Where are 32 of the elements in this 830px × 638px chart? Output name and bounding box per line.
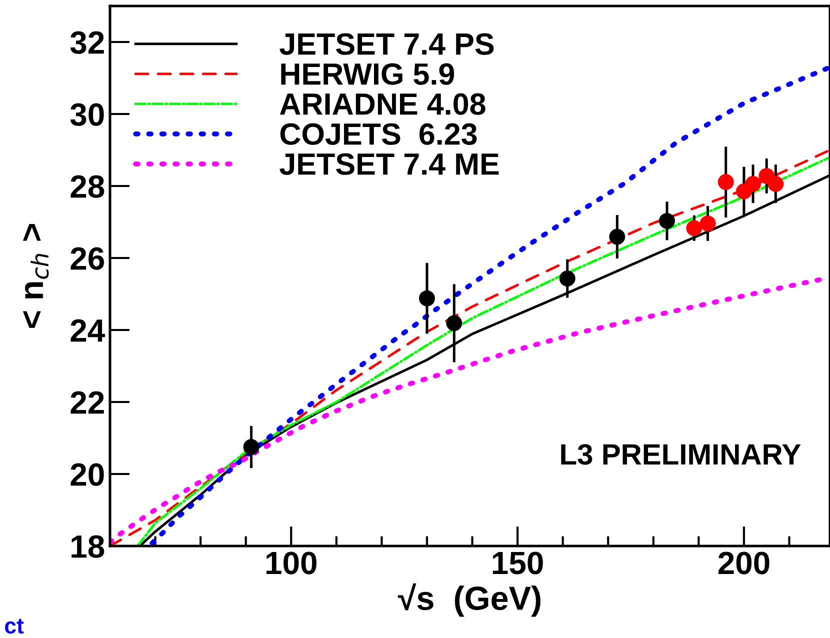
y-tick-label: 20 bbox=[70, 463, 104, 486]
legend-label: COJETS 6.23 bbox=[280, 123, 477, 145]
point bbox=[446, 315, 462, 332]
legend-label: ARIADNE 4.08 bbox=[280, 93, 486, 115]
legend-label: JETSET 7.4 ME bbox=[280, 153, 499, 175]
point bbox=[419, 290, 435, 306]
point bbox=[686, 220, 702, 236]
y-axis-title: < n$_{ch}$ > bbox=[22, 224, 49, 328]
y-tick-label: 18 bbox=[72, 535, 104, 558]
x-tick-label: 200 bbox=[718, 552, 770, 574]
y-tick-label: 22 bbox=[70, 391, 104, 414]
point bbox=[768, 176, 784, 192]
y-tick-label: 26 bbox=[70, 247, 104, 270]
point bbox=[700, 215, 716, 232]
legend-label: JETSET 7.4 PS bbox=[280, 33, 494, 55]
point bbox=[745, 176, 761, 192]
point bbox=[659, 212, 675, 229]
y-tick-label: 28 bbox=[70, 175, 104, 198]
y-tick-label: 32 bbox=[70, 31, 104, 54]
annotation: L3 PRELIMINARY bbox=[561, 444, 801, 465]
y-tick-label: 24 bbox=[70, 319, 105, 342]
point bbox=[243, 439, 260, 455]
point bbox=[718, 174, 734, 190]
x-tick-label: 150 bbox=[492, 552, 543, 574]
point bbox=[609, 228, 626, 245]
point bbox=[559, 270, 576, 286]
text: ct bbox=[5, 618, 24, 634]
line-series bbox=[150, 64, 830, 546]
x-tick-label: 100 bbox=[266, 552, 316, 574]
x-axis-title: √s (GeV) bbox=[398, 583, 540, 617]
y-tick-label: 30 bbox=[70, 103, 104, 126]
legend-label: HERWIG 5.9 bbox=[281, 63, 454, 85]
